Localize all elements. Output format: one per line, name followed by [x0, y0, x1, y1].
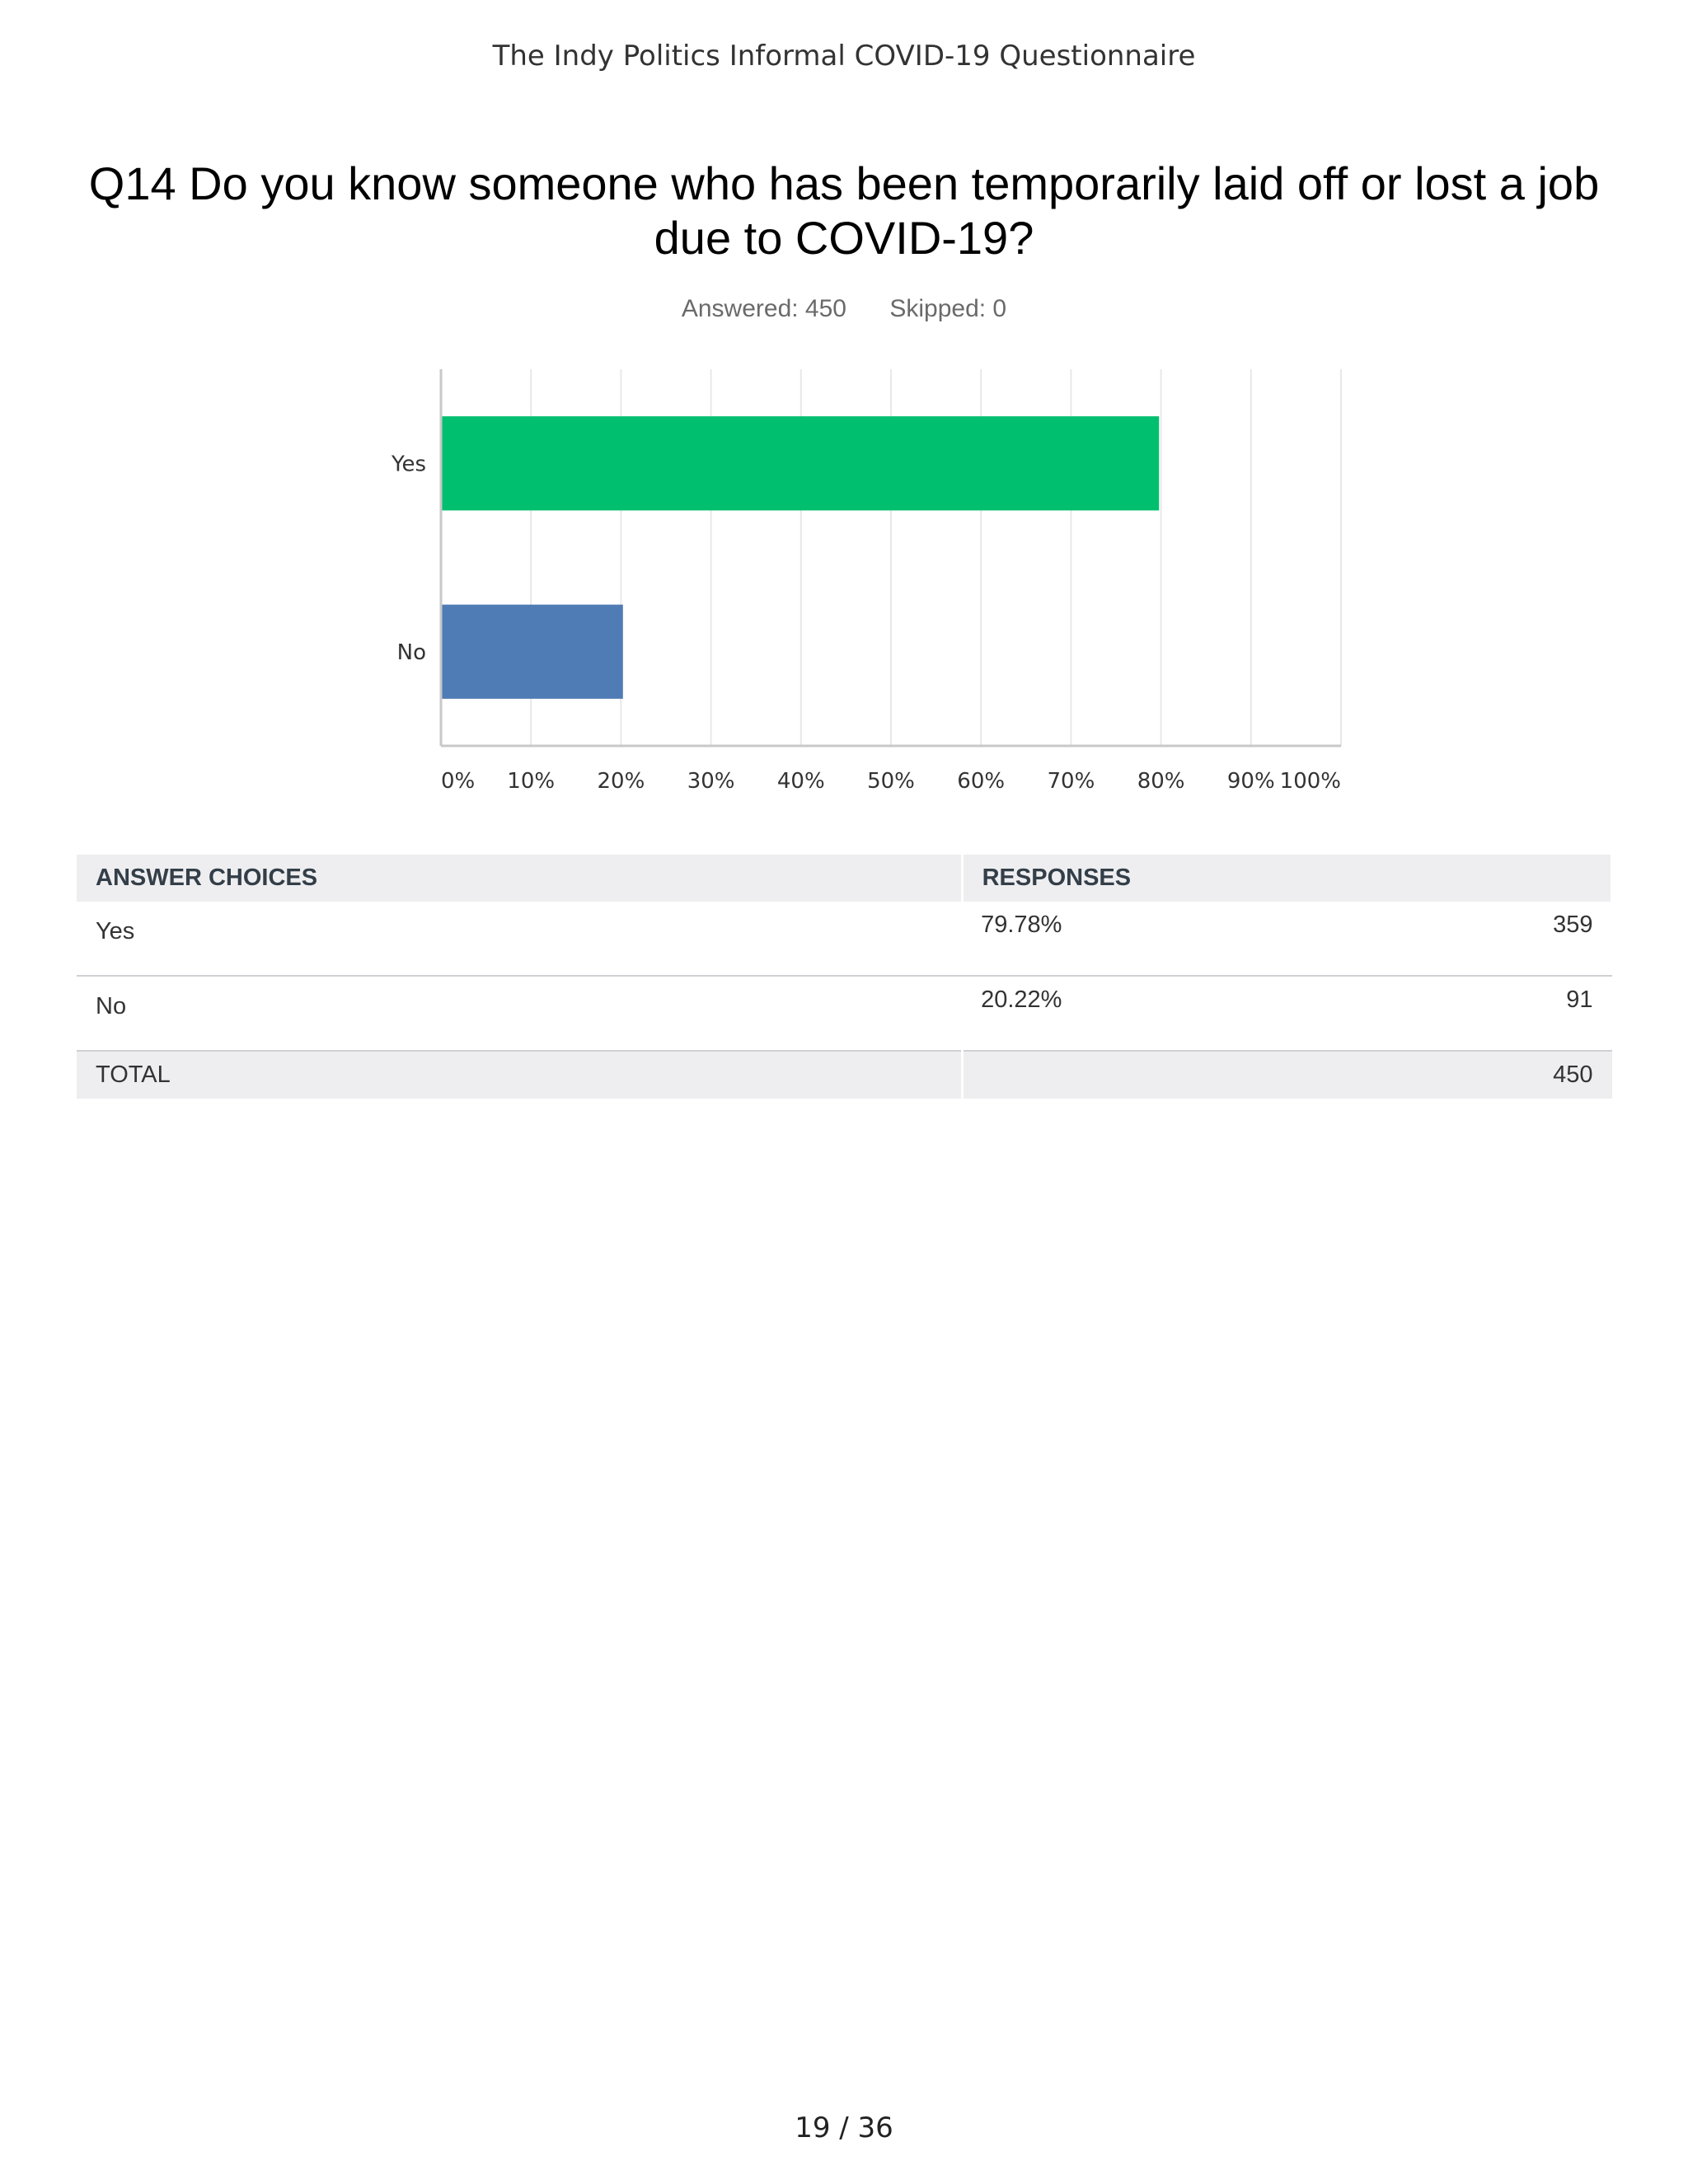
question-title: Q14 Do you know someone who has been tem…	[88, 157, 1600, 264]
skipped-count: Skipped: 0	[889, 295, 1007, 322]
results-table: ANSWER CHOICES RESPONSES Yes 79.78% 359 …	[77, 855, 1614, 1099]
category-label: Yes	[391, 452, 426, 476]
total-count: 450	[962, 1051, 1612, 1099]
x-tick-label: 0%	[441, 769, 475, 794]
table-row: No 20.22% 91	[77, 976, 1612, 1052]
percent-no: 20.22%	[962, 976, 1492, 1052]
table-row: Yes 79.78% 359	[77, 902, 1612, 977]
response-stats: Answered: 450 Skipped: 0	[0, 295, 1688, 323]
x-tick-label: 90%	[1227, 769, 1275, 794]
x-tick-label: 20%	[598, 769, 645, 794]
choice-yes: Yes	[77, 902, 963, 977]
x-tick-label: 50%	[867, 769, 915, 794]
table-header-row: ANSWER CHOICES RESPONSES	[77, 855, 1614, 902]
count-yes: 359	[1491, 902, 1612, 977]
total-label: TOTAL	[77, 1051, 964, 1099]
x-tick-label: 40%	[777, 769, 825, 794]
x-tick-label: 60%	[957, 769, 1005, 794]
choice-no: No	[77, 976, 963, 1052]
header-answer-choices: ANSWER CHOICES	[77, 855, 964, 902]
bar-no	[441, 604, 623, 699]
count-no: 91	[1491, 976, 1612, 1052]
header-responses: RESPONSES	[962, 855, 1614, 902]
bar-chart-svg: Yes No 0% 10% 20% 30% 40% 50% 60% 70% 80% 90% 100%	[391, 369, 1342, 794]
category-label: No	[397, 640, 426, 665]
document-header: The Indy Politics Informal COVID-19 Ques…	[492, 40, 1196, 73]
x-tick-label: 30%	[687, 769, 735, 794]
bar-yes	[441, 416, 1160, 511]
answered-count: Answered: 450	[681, 295, 846, 322]
percent-yes: 79.78%	[962, 902, 1492, 977]
x-tick-label: 10%	[507, 769, 555, 794]
bar-chart: Yes No 0% 10% 20% 30% 40% 50% 60% 70% 80% 90% 100%	[0, 0, 1688, 824]
x-tick-label: 80%	[1137, 769, 1185, 794]
page-number: 19 / 36	[795, 2111, 893, 2144]
x-tick-label: 70%	[1048, 769, 1095, 794]
table-total-row: TOTAL 450	[77, 1051, 1612, 1099]
x-tick-label: 100%	[1280, 769, 1341, 794]
